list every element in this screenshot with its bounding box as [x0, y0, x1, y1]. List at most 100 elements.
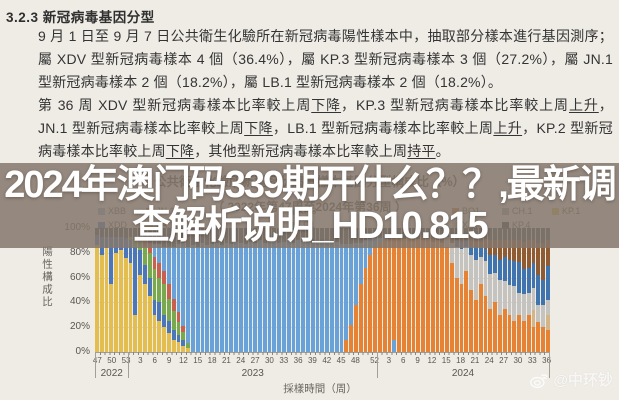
bar-segment	[157, 262, 162, 278]
y-tick-label: 20%	[69, 321, 90, 333]
paragraph-text: ，其他型新冠病毒樣本比率較上周	[194, 143, 408, 159]
weibo-icon	[530, 373, 549, 388]
x-tick-label: 21	[221, 356, 231, 365]
x-tick-label: 52	[370, 356, 380, 365]
bar-segment	[531, 262, 536, 288]
bar-segment	[301, 241, 306, 352]
x-tick-label: 21	[470, 356, 480, 365]
bar-segment	[531, 309, 536, 328]
x-tick-label: 9	[166, 356, 172, 365]
bar-segment	[162, 283, 166, 315]
bar-segment	[545, 240, 550, 267]
x-tick-label: 36	[542, 356, 552, 365]
bar-segment	[224, 242, 229, 352]
trend-word: 下降	[244, 120, 273, 136]
bar-segment	[123, 257, 128, 352]
x-tick-label: 24	[236, 356, 246, 365]
x-tick-label: 15	[441, 356, 451, 365]
bar-segment	[214, 242, 219, 352]
bar-segment	[473, 247, 478, 261]
watermark-handle: @中环钞	[553, 372, 613, 389]
bar-segment	[147, 296, 152, 352]
bar-segment	[181, 339, 186, 346]
bar-segment	[373, 246, 378, 352]
bar-segment	[267, 241, 272, 352]
bar-segment	[258, 240, 262, 352]
bar-segment	[406, 237, 411, 352]
bar-segment	[478, 256, 483, 284]
bar-segment	[445, 246, 449, 352]
y-tick-label: 80%	[69, 246, 90, 258]
bar-segment	[133, 314, 138, 352]
bar-segment	[473, 260, 478, 300]
x-axis-minor-ticks	[95, 352, 550, 355]
bar-segment	[166, 283, 171, 299]
bar-segment	[488, 255, 493, 274]
bar-segment	[469, 255, 473, 290]
year-boundary-line	[95, 352, 96, 378]
bar-segment	[397, 237, 401, 352]
bar-segment	[234, 241, 238, 352]
banner-text-line2: 查解析说明_HD10.815	[132, 204, 488, 247]
bar-segment	[541, 280, 545, 305]
year-boundary-line	[549, 352, 550, 378]
bar-segment	[181, 345, 186, 352]
bar-segment	[128, 240, 133, 263]
bar-segment	[469, 290, 473, 352]
bar-segment	[176, 244, 181, 313]
bar-segment	[166, 333, 171, 352]
bar-segment	[512, 240, 517, 262]
x-tick-label: 47	[92, 356, 102, 365]
bar-segment	[507, 240, 512, 261]
bar-segment	[166, 246, 171, 284]
bar-segment	[118, 250, 123, 352]
trend-word: 下降	[311, 97, 342, 113]
y-tick-label: 40%	[69, 296, 90, 308]
bar-segment	[138, 275, 142, 352]
bar-segment	[152, 314, 157, 352]
bar-segment	[459, 283, 464, 352]
bar-segment	[507, 314, 512, 352]
bar-segment	[320, 241, 325, 352]
x-tick-label: 30	[513, 356, 523, 365]
bar-segment	[358, 283, 363, 352]
y-tick-label: 0%	[75, 346, 90, 357]
bar-segment	[435, 240, 440, 352]
bar-segment	[392, 237, 397, 340]
bar-segment	[229, 244, 234, 352]
bar-segment	[541, 327, 545, 352]
bar-segment	[545, 266, 550, 300]
section-title: 新冠病毒基因分型	[42, 10, 155, 25]
bar-segment	[536, 322, 541, 352]
bar-segment	[171, 339, 176, 352]
bar-segment	[449, 262, 454, 352]
bar-segment	[545, 314, 550, 330]
bar-segment	[162, 246, 166, 272]
bar-segment	[521, 293, 526, 321]
bar-segment	[507, 260, 512, 286]
year-boundary-line	[128, 352, 130, 378]
bar-segment	[425, 239, 430, 352]
bar-segment	[493, 255, 497, 273]
bar-segment	[152, 268, 157, 300]
x-tick-label: 12	[427, 356, 437, 365]
x-tick-label: 33	[527, 356, 537, 365]
bar-segment	[469, 245, 473, 256]
bar-segment	[176, 334, 181, 343]
bar-segment	[334, 241, 339, 352]
bar-segment	[358, 242, 363, 284]
bar-segment	[483, 249, 488, 262]
bar-segment	[162, 327, 166, 352]
x-tick-label: 45	[336, 356, 346, 365]
bar-segment	[512, 286, 517, 321]
bar-segment	[531, 287, 536, 310]
bar-segment	[272, 240, 277, 352]
bar-segment	[157, 302, 162, 321]
bar-segment	[262, 242, 267, 352]
bar-segment	[517, 240, 521, 262]
bar-segment	[488, 308, 493, 352]
bar-segment	[157, 321, 162, 352]
bar-segment	[363, 267, 368, 352]
bar-segment	[238, 242, 243, 352]
trend-word: 上升	[568, 97, 599, 113]
